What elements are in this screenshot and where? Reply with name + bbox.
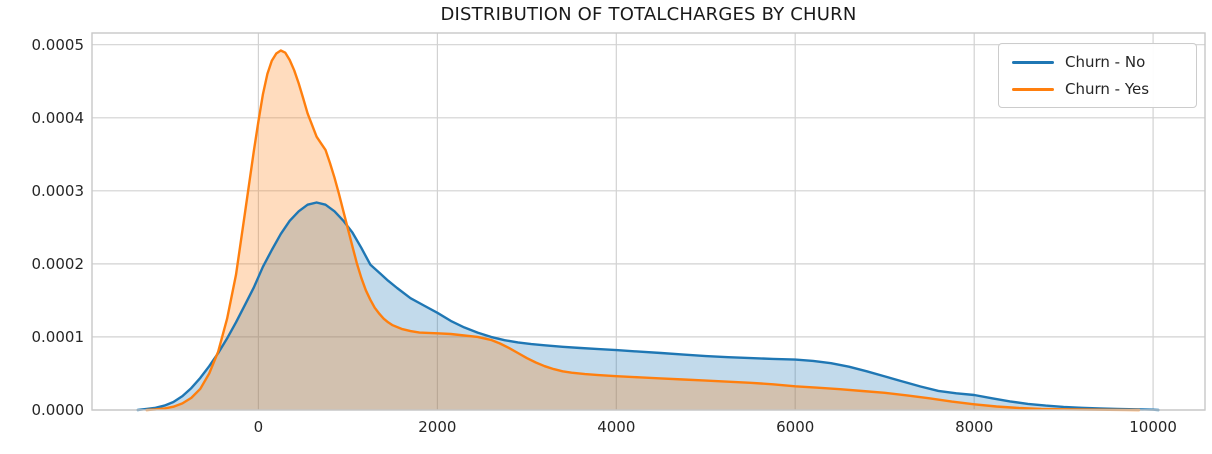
y-tick-label: 0.0002 (31, 254, 85, 273)
x-tick-label: 0 (253, 418, 264, 436)
chart-title: DISTRIBUTION OF TOTALCHARGES BY CHURN (440, 4, 857, 25)
legend-label-churn-no: Churn - No (1065, 53, 1146, 71)
y-axis-tick-labels: 0.0000 0.0001 0.0002 0.0003 0.0004 0.0005 (0, 0, 85, 454)
y-tick-label: 0.0004 (31, 108, 85, 127)
legend-line-swatch-churn-yes (1012, 87, 1054, 91)
y-tick-label: 0.0000 (31, 401, 85, 419)
kde-area-churn-no (137, 202, 1159, 410)
legend-item-churn-no: Churn - No (999, 53, 1196, 71)
legend: Churn - No Churn - Yes (998, 43, 1197, 108)
x-tick-label: 2000 (418, 418, 457, 436)
y-tick-label: 0.0001 (31, 327, 85, 346)
kde-line-churn-yes (145, 49, 1141, 412)
legend-line-swatch-churn-no (1012, 60, 1054, 64)
x-tick-label: 8000 (955, 418, 994, 436)
x-tick-label: 6000 (776, 418, 815, 436)
x-tick-label: 4000 (597, 418, 636, 436)
x-tick-label: 10000 (1129, 418, 1177, 436)
legend-label-churn-yes: Churn - Yes (1065, 80, 1150, 98)
y-tick-label: 0.0003 (31, 181, 85, 200)
legend-item-churn-yes: Churn - Yes (999, 80, 1196, 98)
x-axis-tick-labels: 0 2000 4000 6000 8000 10000 (0, 417, 1212, 441)
kde-line-churn-no (136, 201, 1160, 412)
plot-border (91, 32, 1206, 411)
y-tick-label: 0.0005 (31, 35, 85, 54)
kde-area-churn-yes (146, 50, 1140, 410)
